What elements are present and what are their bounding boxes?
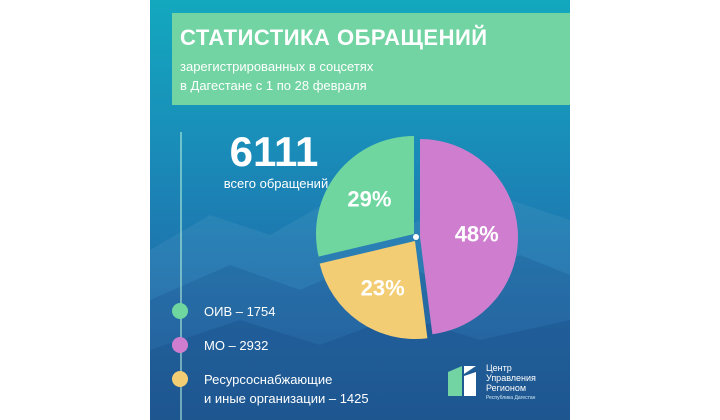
pie-center-dot bbox=[413, 234, 419, 240]
legend-label-oiv-line-1: ОИВ – 1754 bbox=[204, 304, 276, 319]
logo-mark-icon bbox=[448, 366, 476, 396]
pie-slice-res bbox=[319, 241, 428, 340]
legend-label-res-line-2: и иные организации – 1425 bbox=[204, 391, 369, 406]
infographic-card: СТАТИСТИКА ОБРАЩЕНИЙ зарегистрированных … bbox=[150, 0, 570, 420]
subtitle-line-2: в Дагестане с 1 по 28 февраля bbox=[180, 78, 367, 93]
legend-label-oiv: ОИВ – 1754 bbox=[204, 302, 276, 321]
pie-label-res: 23% bbox=[361, 276, 405, 301]
logo: Центр Управления Регионом Республика Даг… bbox=[446, 360, 556, 410]
legend-label-res: Ресурсоснабжающие и иные организации – 1… bbox=[204, 370, 369, 408]
total-value: 6111 bbox=[229, 128, 319, 175]
legend-dot-mo bbox=[172, 337, 188, 353]
pie-label-mo: 48% bbox=[455, 221, 499, 246]
legend-label-mo-line-1: МО – 2932 bbox=[204, 338, 269, 353]
pie-slice-mo bbox=[420, 139, 519, 335]
logo-text-line-2: Управления bbox=[486, 373, 536, 383]
title-box: СТАТИСТИКА ОБРАЩЕНИЙ зарегистрированных … bbox=[172, 13, 570, 105]
pie-chart: 48% 23% 29% bbox=[316, 136, 519, 340]
legend-item-oiv: ОИВ – 1754 bbox=[172, 302, 276, 321]
logo-text-line-1: Центр bbox=[486, 363, 512, 373]
legend-item-res: Ресурсоснабжающие и иные организации – 1… bbox=[172, 370, 369, 408]
pie-slice-oiv bbox=[316, 136, 414, 257]
legend-dot-oiv bbox=[172, 303, 188, 319]
legend-label-res-line-1: Ресурсоснабжающие bbox=[204, 372, 333, 387]
legend-item-mo: МО – 2932 bbox=[172, 336, 268, 355]
logo-text-line-3: Регионом bbox=[486, 383, 527, 393]
legend-dot-res bbox=[172, 371, 188, 387]
pie-label-oiv: 29% bbox=[347, 187, 391, 212]
page-title: СТАТИСТИКА ОБРАЩЕНИЙ bbox=[180, 25, 488, 50]
decorative-vertical-line bbox=[180, 132, 182, 420]
total-label: всего обращений bbox=[223, 176, 329, 191]
legend-label-mo: МО – 2932 bbox=[204, 336, 268, 355]
subtitle-line-1: зарегистрированных в соцсетях bbox=[180, 59, 374, 74]
logo-subtitle: Республика Дагестан bbox=[486, 395, 536, 401]
